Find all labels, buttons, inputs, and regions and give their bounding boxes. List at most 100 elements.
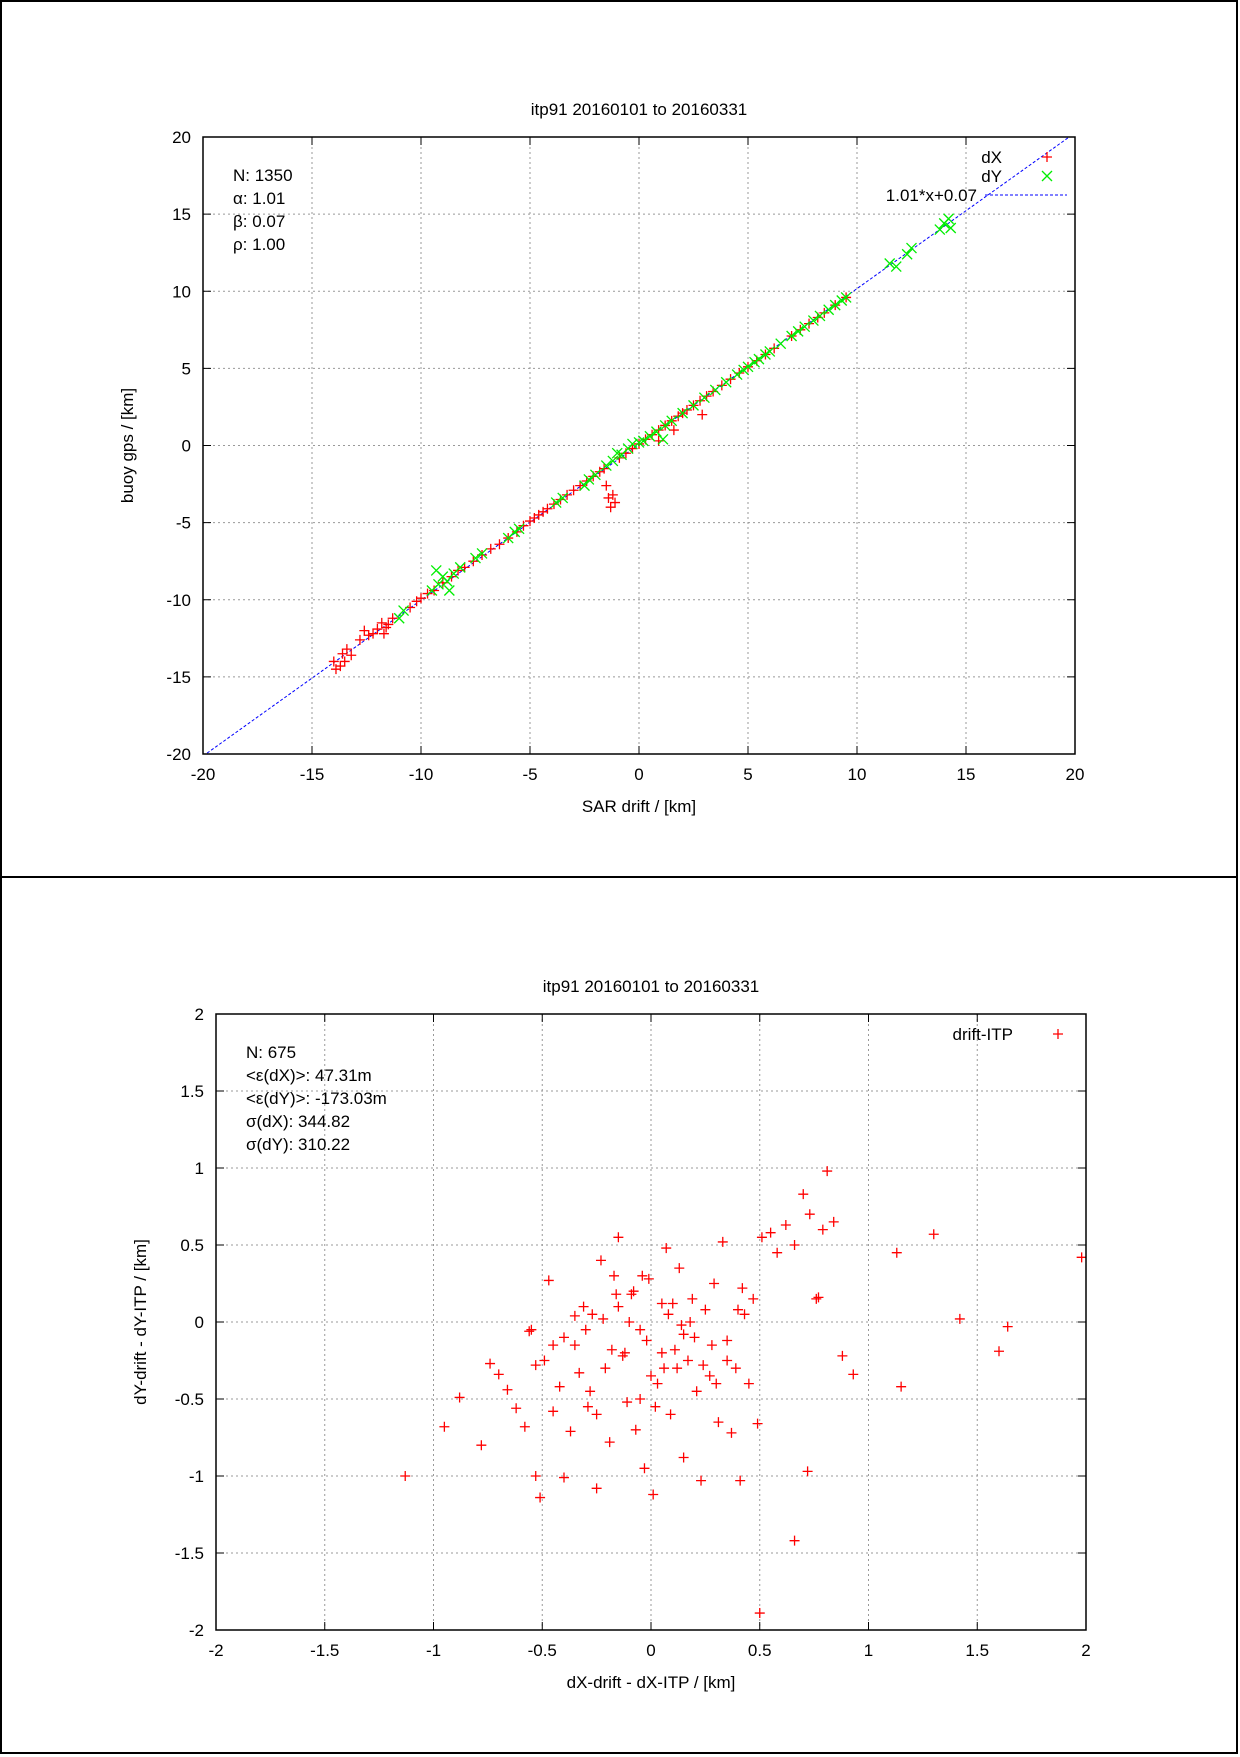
data-point-dy (432, 578, 444, 590)
data-point-dy (607, 455, 619, 467)
data-point-drift-itp (754, 1608, 765, 1619)
data-point-drift-itp (798, 1189, 809, 1200)
data-point-drift-itp (739, 1309, 750, 1320)
data-point-drift-itp (713, 1417, 724, 1428)
data-point-drift-itp (737, 1283, 748, 1294)
y-tick-label: 0 (195, 1313, 204, 1332)
data-point-drift-itp (837, 1350, 848, 1361)
stats-line: N: 675 (246, 1043, 296, 1062)
data-point-drift-itp (535, 1492, 546, 1503)
data-point-dy (476, 548, 488, 559)
data-point-dx (562, 489, 573, 500)
x-tick-label: 0 (646, 1641, 655, 1660)
data-point-dx (681, 405, 692, 416)
y-tick-label: 15 (172, 205, 191, 224)
data-point-drift-itp (700, 1304, 711, 1315)
data-point-drift-itp (704, 1370, 715, 1381)
data-point-drift-itp (891, 1247, 902, 1258)
data-point-dx (697, 409, 708, 420)
y-tick-label: 20 (172, 128, 191, 147)
stats-line: σ(dY): 310.22 (246, 1135, 350, 1154)
data-point-drift-itp (539, 1355, 550, 1366)
data-point-drift-itp (802, 1466, 813, 1477)
data-point-dy (393, 612, 405, 624)
data-point-drift-itp (682, 1355, 693, 1366)
data-point-dy (814, 310, 826, 322)
data-point-drift-itp (1002, 1321, 1013, 1332)
data-point-dx (429, 585, 440, 596)
data-point-drift-itp (696, 1475, 707, 1486)
data-point-dy (557, 492, 569, 504)
data-point-dx (725, 374, 736, 385)
x-tick-label: -20 (191, 765, 216, 784)
data-point-dy (807, 315, 819, 327)
data-point-drift-itp (641, 1335, 652, 1346)
data-point-dx (372, 624, 383, 635)
data-point-dy (720, 376, 732, 388)
x-tick-label: -0.5 (528, 1641, 557, 1660)
x-axis-label: dX-drift - dX-ITP / [km] (567, 1673, 736, 1692)
data-point-drift-itp (789, 1240, 800, 1250)
data-point-dy (945, 222, 957, 234)
x-tick-label: 1 (864, 1641, 873, 1660)
y-tick-label: -5 (176, 514, 191, 533)
data-point-drift-itp (524, 1326, 535, 1337)
legend-label: 1.01*x+0.07 (886, 186, 977, 205)
data-point-dx (695, 395, 706, 406)
data-point-dy (627, 438, 638, 450)
data-point-drift-itp (828, 1216, 839, 1227)
data-point-drift-itp (772, 1247, 783, 1258)
x-tick-label: -15 (300, 765, 325, 784)
data-point-drift-itp (643, 1273, 654, 1284)
data-point-dy (698, 392, 710, 404)
data-point-dx (804, 318, 815, 329)
data-point-drift-itp (530, 1471, 541, 1481)
data-point-dx (634, 438, 644, 449)
data-point-drift-itp (726, 1427, 737, 1438)
y-tick-label: 0.5 (180, 1236, 204, 1255)
data-point-drift-itp (559, 1472, 569, 1483)
data-point-drift-itp (709, 1278, 720, 1289)
data-point-drift-itp (585, 1386, 596, 1397)
data-point-drift-itp (678, 1329, 689, 1340)
data-point-drift-itp (591, 1409, 602, 1420)
data-point-drift-itp (609, 1270, 620, 1281)
data-point-drift-itp (600, 1363, 611, 1374)
plot-area (400, 1166, 1086, 1619)
data-point-drift-itp (656, 1347, 667, 1358)
data-point-dx (341, 644, 352, 655)
data-point-drift-itp (665, 1409, 676, 1420)
data-point-dy (657, 433, 669, 445)
data-point-drift-itp (580, 1324, 591, 1335)
data-point-dy (829, 299, 841, 311)
data-point-drift-itp (569, 1340, 580, 1351)
data-point-drift-itp (687, 1293, 698, 1304)
data-point-dx (339, 656, 350, 667)
data-point-dy (792, 325, 804, 337)
data-point-drift-itp (613, 1232, 624, 1243)
y-tick-label: 1.5 (180, 1082, 204, 1101)
data-point-dy (441, 575, 453, 587)
data-point-drift-itp (502, 1384, 513, 1395)
y-tick-label: -15 (166, 668, 191, 687)
data-point-dx (668, 425, 679, 436)
data-point-drift-itp (630, 1424, 641, 1435)
stats-line: <ε(dY)>: -173.03m (246, 1089, 387, 1108)
data-point-dy (775, 338, 787, 350)
data-point-dx (416, 593, 426, 604)
stats-line: α: 1.01 (233, 189, 285, 208)
data-point-drift-itp (622, 1397, 633, 1408)
drift-error-chart: itp91 20160101 to 20160331 -2 -1.5 -1 -0.5 0 0… (131, 977, 1091, 1692)
stats-line: σ(dX): 344.82 (246, 1112, 350, 1131)
x-tick-label: 2 (1081, 1641, 1090, 1660)
data-point-dx (607, 489, 618, 500)
y-tick-label: 1 (195, 1159, 204, 1178)
data-point-dx (363, 630, 374, 641)
data-point-drift-itp (848, 1369, 859, 1380)
data-point-drift-itp (994, 1346, 1004, 1357)
data-point-dx (605, 502, 616, 513)
data-point-drift-itp (711, 1378, 722, 1389)
plot-area (204, 137, 1071, 754)
data-point-dy (454, 561, 466, 573)
data-point-drift-itp (789, 1535, 800, 1546)
